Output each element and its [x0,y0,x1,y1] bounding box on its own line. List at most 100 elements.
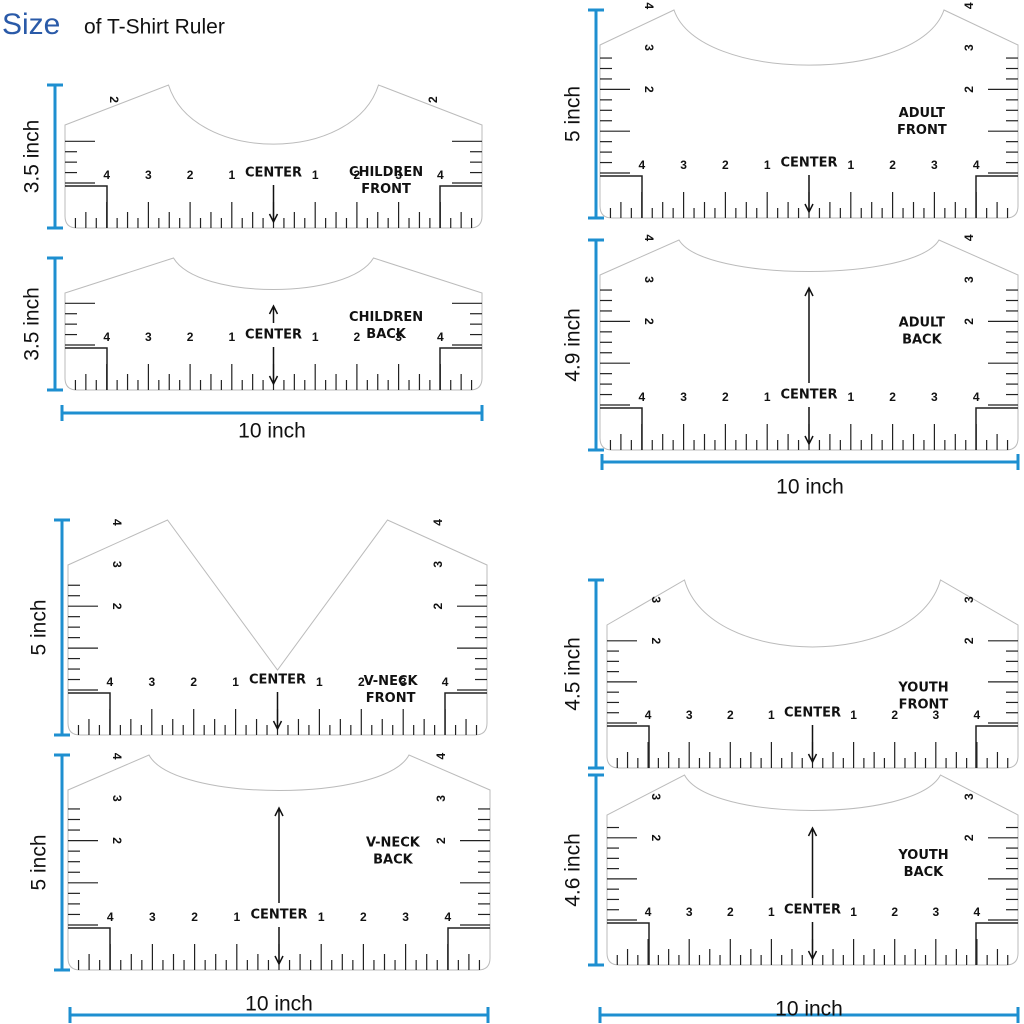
ruler-name: ADULT [899,106,946,121]
center-arrow [268,304,279,386]
ruler-name: BACK [902,333,943,348]
scale-number: 1 [312,330,319,344]
scale-number: 2 [962,318,976,325]
scale-number: 2 [426,96,440,103]
scale-number: 4 [103,168,110,182]
scale-number: 3 [148,675,155,689]
scale-number: 4 [645,708,652,722]
scale-number: 4 [107,910,114,924]
ruler-name: V-NECK [364,674,419,689]
width-label: 10 inch [775,998,843,1021]
width-bar [600,454,1020,470]
height-label: 5 inch [28,834,51,890]
center-arrow [807,725,818,764]
ruler-shape [67,519,488,736]
ruler-shape [64,84,483,229]
ruler-name: ADULT [899,316,946,331]
scale-number: 2 [891,905,898,919]
scale-number: 3 [932,708,939,722]
scale-number: 2 [891,708,898,722]
scale-number: 1 [850,905,857,919]
corner [600,175,1018,218]
ruler-name: FRONT [361,182,411,197]
scale-number: 3 [110,795,124,802]
scale-number: 1 [768,905,775,919]
scale-number: 3 [145,168,152,182]
scale-number: 1 [847,390,854,404]
scale-number: 1 [764,390,771,404]
scale-number: 2 [107,96,121,103]
scale-number: 3 [962,596,976,603]
scale-number: 4 [103,330,110,344]
ruler-shape [606,579,1019,769]
scale-number: 2 [187,168,194,182]
width-bar [60,405,484,421]
scale-number: 1 [233,910,240,924]
scale-number: 2 [889,158,896,172]
width-bar [598,1007,1020,1023]
height-bar [54,753,70,972]
center-label: CENTER [245,166,302,181]
center-label: CENTER [780,388,837,403]
scale-number: 3 [400,675,407,689]
scale-number: 3 [110,561,124,568]
ruler-name: BACK [904,865,945,880]
scale-number: 2 [354,330,361,344]
scale-number: 3 [402,910,409,924]
scale-number: 2 [434,837,448,844]
scale-number: 3 [434,795,448,802]
ruler-name: YOUTH [897,680,948,695]
ruler-name: FRONT [366,691,416,706]
height-label: 3.5 inch [21,120,44,194]
scale-number: 2 [642,86,656,93]
corner [68,927,490,970]
ruler-name: FRONT [899,697,949,712]
scale-number: 2 [360,910,367,924]
scale-number: 4 [442,675,449,689]
height-bar [588,8,604,220]
scale-number: 4 [974,905,981,919]
scale-number: 3 [962,793,976,800]
scale-number: 1 [232,675,239,689]
ruler-name: CHILDREN [349,310,423,325]
scale-number: 2 [191,910,198,924]
height-bar [47,256,63,392]
scale-number: 4 [645,905,652,919]
scale-number: 4 [107,675,114,689]
height-label: 4.9 inch [562,308,585,382]
height-label: 3.5 inch [21,287,44,361]
ruler-shape [64,257,483,391]
scale-number: 3 [145,330,152,344]
scale-number: 2 [727,708,734,722]
height-bar [588,238,604,452]
center-label: CENTER [250,908,307,923]
center-arrow [272,692,283,731]
scale-number: 1 [850,708,857,722]
scale-number: 2 [889,390,896,404]
ruler-name: CHILDREN [349,165,423,180]
scale-number: 2 [649,834,663,841]
scale-number: 3 [932,905,939,919]
scale-number: 2 [358,675,365,689]
title-big: Size [2,8,60,41]
scale-number: 4 [962,234,976,241]
center-arrow [804,175,814,214]
center-arrow [804,286,814,446]
height-label: 5 inch [562,86,585,142]
scale-number: 3 [395,168,402,182]
scale-number: 2 [722,158,729,172]
corner [65,347,482,390]
scale-number: 1 [764,158,771,172]
center-label: CENTER [784,706,841,721]
scale-number: 4 [437,330,444,344]
scale-number: 3 [395,330,402,344]
scale-number: 3 [962,44,976,51]
scale-number: 2 [962,834,976,841]
scale-number: 4 [110,753,124,760]
width-bar [68,1007,490,1023]
scale-number: 4 [437,168,444,182]
scale-number: 2 [190,675,197,689]
scale-number: 3 [642,276,656,283]
width-label: 10 inch [238,420,306,443]
